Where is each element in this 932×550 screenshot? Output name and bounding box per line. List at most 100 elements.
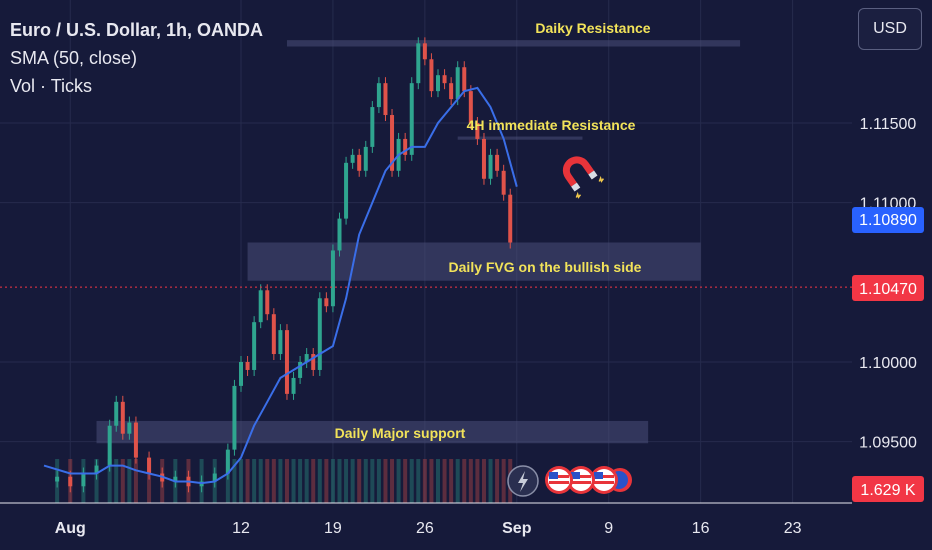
volume-bar <box>409 459 414 503</box>
volume-bar <box>396 459 401 503</box>
time-tick-label: 12 <box>232 520 250 537</box>
zone-box <box>247 242 701 281</box>
candle-body <box>462 67 467 92</box>
candle-body <box>245 362 250 370</box>
candle-body <box>133 422 138 458</box>
candle-body <box>449 83 454 100</box>
price-tick-label: 1.11500 <box>860 116 917 133</box>
last-price-tag-label: 1.10470 <box>859 281 917 298</box>
candle-body <box>475 123 480 139</box>
candle-body <box>403 138 408 155</box>
volume-bar <box>147 459 152 503</box>
magnet-icon <box>562 156 604 199</box>
volume-bar <box>357 459 362 503</box>
volume-bar <box>442 459 447 503</box>
symbol-title[interactable]: Euro / U.S. Dollar, 1h, OANDA <box>10 20 264 40</box>
sma-price-tag-label: 1.10890 <box>859 212 917 229</box>
candle-body <box>324 298 329 307</box>
volume-bar <box>475 459 480 503</box>
volume-bar <box>501 459 506 503</box>
candle-body <box>508 194 513 243</box>
us-flag-event-icon[interactable] <box>545 466 632 494</box>
candle-body <box>147 457 152 474</box>
time-tick-label: 9 <box>604 520 613 537</box>
candle-body <box>481 138 486 179</box>
candle-body <box>127 422 132 434</box>
volume-bar <box>265 459 270 503</box>
sma-series <box>43 86 518 485</box>
volume-bar <box>390 459 395 503</box>
volume-bar <box>258 459 263 503</box>
volume-bar <box>376 459 381 503</box>
volume-bar <box>350 459 355 503</box>
candle-body <box>114 401 119 426</box>
candle-body <box>370 107 375 147</box>
volume-bar <box>271 459 276 503</box>
last-price-tag: 1.10470 <box>852 275 924 301</box>
volume-bar <box>94 459 99 503</box>
price-tick-label: 1.09500 <box>859 435 917 452</box>
zone-label-daily-support: Daily Major support <box>335 425 466 441</box>
volume-bar <box>416 459 421 503</box>
volume-bar <box>383 459 388 503</box>
volume-bar <box>429 459 434 503</box>
annotations: Daiky Resistance 4H immediate Resistance D… <box>335 20 651 441</box>
candle-body <box>317 298 322 370</box>
volume-bar <box>481 459 486 503</box>
candle-body <box>173 476 178 482</box>
volume-bar <box>107 459 112 503</box>
candle-body <box>225 449 230 474</box>
candle-body <box>311 354 316 370</box>
candle-body <box>120 401 125 434</box>
volume-bar <box>330 459 335 503</box>
candle-body <box>390 115 395 171</box>
volume-bar <box>120 459 125 503</box>
volume-bar <box>298 459 303 503</box>
candle-body <box>376 83 381 108</box>
candle-body <box>265 290 270 315</box>
volume-bar <box>468 459 473 503</box>
time-tick-label: 16 <box>692 520 710 537</box>
volume-indicator-label[interactable]: Vol · Ticks <box>10 76 93 96</box>
candle-body <box>495 154 500 171</box>
volume-bar <box>317 459 322 503</box>
candle-body <box>422 43 427 60</box>
time-axis: Aug 12 19 26 Sep 9 16 23 <box>55 520 802 537</box>
volume-bar <box>488 459 493 503</box>
candle-body <box>383 83 388 116</box>
time-tick-label: Sep <box>502 520 532 537</box>
candle-body <box>252 322 257 370</box>
candle-body <box>330 250 335 307</box>
volume-bar <box>304 459 309 503</box>
volume-bar <box>344 459 349 503</box>
volume-bar <box>127 459 132 503</box>
currency-button[interactable]: USD <box>858 8 922 50</box>
volume-bar <box>337 459 342 503</box>
sma-indicator-label[interactable]: SMA (50, close) <box>10 48 138 68</box>
candle-body <box>284 330 289 394</box>
candle-body <box>350 154 355 163</box>
candle-body <box>94 465 99 474</box>
volume-bar <box>284 459 289 503</box>
candle-body <box>488 154 493 179</box>
price-tick-label: 1.10000 <box>859 355 917 372</box>
time-tick-label: 19 <box>324 520 342 537</box>
candle-body <box>442 75 447 84</box>
volume-bar <box>403 459 408 503</box>
volume-bar <box>363 459 368 503</box>
time-tick-label: 26 <box>416 520 434 537</box>
lightning-icon[interactable] <box>507 465 539 497</box>
candle-body <box>68 476 73 487</box>
candle-body <box>363 146 368 171</box>
volume-tag-label: 1.629 K <box>860 482 915 499</box>
candle-body <box>239 362 243 386</box>
candle-body <box>344 162 349 219</box>
volume-bar <box>449 459 454 503</box>
volume-bar <box>133 459 138 503</box>
volume-bar <box>311 459 316 503</box>
sma-price-tag: 1.10890 <box>852 207 924 233</box>
candle-body <box>212 473 217 482</box>
zone-box <box>286 40 741 47</box>
